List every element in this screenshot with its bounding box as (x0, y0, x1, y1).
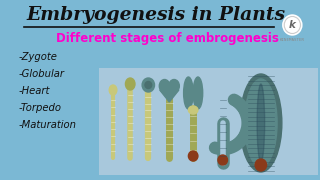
Circle shape (188, 151, 198, 161)
Polygon shape (160, 90, 179, 102)
Circle shape (218, 155, 228, 165)
Ellipse shape (169, 80, 179, 93)
Ellipse shape (184, 77, 193, 109)
Circle shape (283, 15, 302, 35)
Text: KINEMASTER: KINEMASTER (280, 38, 305, 42)
Ellipse shape (109, 85, 117, 95)
Text: -Globular: -Globular (19, 69, 65, 79)
Ellipse shape (125, 78, 135, 90)
Circle shape (255, 159, 267, 171)
Text: -Zygote: -Zygote (19, 52, 58, 62)
Ellipse shape (193, 77, 203, 109)
Text: -Torpedo: -Torpedo (19, 103, 62, 113)
Ellipse shape (245, 79, 277, 167)
Ellipse shape (145, 82, 152, 89)
FancyBboxPatch shape (99, 68, 318, 175)
Text: Different stages of embrogenesis: Different stages of embrogenesis (56, 32, 279, 45)
Ellipse shape (159, 80, 170, 93)
Text: -Heart: -Heart (19, 86, 50, 96)
Text: -Maturation: -Maturation (19, 120, 76, 130)
Text: Embryogenesis in Plants: Embryogenesis in Plants (27, 6, 285, 24)
Ellipse shape (142, 78, 155, 92)
Ellipse shape (257, 84, 265, 162)
Ellipse shape (188, 106, 198, 114)
Ellipse shape (240, 74, 282, 172)
Text: k: k (289, 20, 296, 30)
